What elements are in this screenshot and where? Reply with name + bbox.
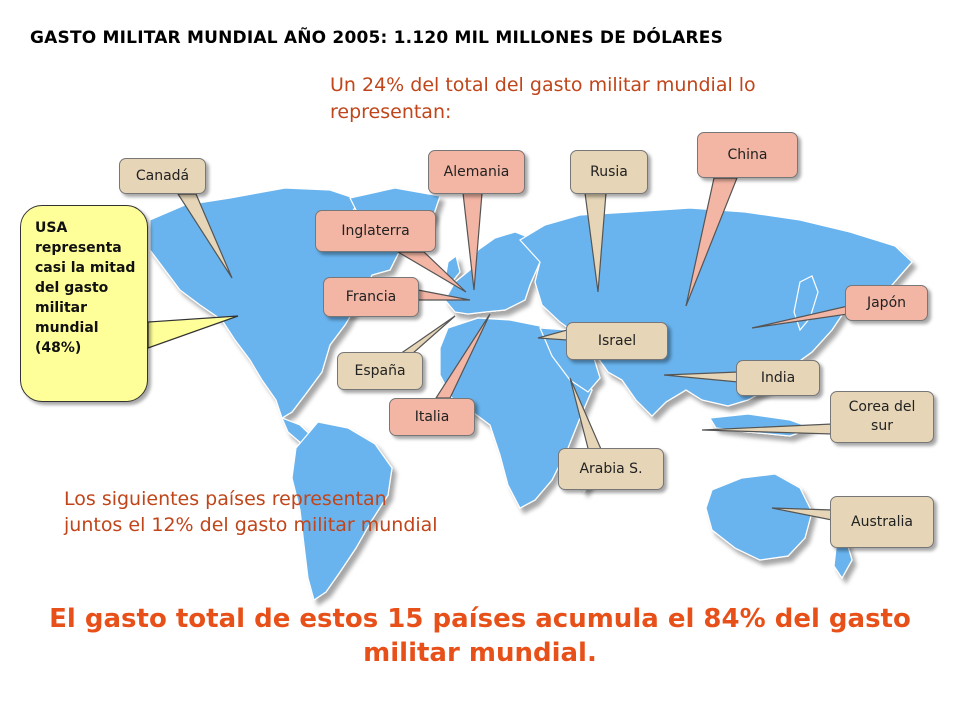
label-canada: Canadá <box>119 158 206 194</box>
label-italia: Italia <box>389 398 475 436</box>
label-espana: España <box>337 352 423 390</box>
label-arabia: Arabia S. <box>558 448 664 490</box>
conclusion-line-1: El gasto total de estos 15 países acumul… <box>49 604 911 634</box>
china-pointer <box>685 177 738 307</box>
canada-pointer <box>176 193 233 279</box>
callout-pointers <box>147 177 849 521</box>
conclusion-text: El gasto total de estos 15 países acumul… <box>20 602 940 670</box>
australia <box>705 473 813 561</box>
label-inglaterra: Inglaterra <box>315 210 436 252</box>
label-china: China <box>697 132 798 178</box>
conclusion-line-2: militar mundial. <box>363 638 597 668</box>
label-india: India <box>736 360 820 396</box>
label-rusia: Rusia <box>570 150 648 194</box>
usa-callout: USA representa casi la mitad del gasto m… <box>20 205 148 402</box>
page-title: GASTO MILITAR MUNDIAL AÑO 2005: 1.120 MI… <box>30 28 724 48</box>
south-america <box>291 421 393 601</box>
label-japon: Japón <box>845 285 928 321</box>
subtitle-top: Un 24% del total del gasto militar mundi… <box>330 74 756 123</box>
subtitle-bottom: Los siguientes países representan juntos… <box>64 488 438 536</box>
label-francia: Francia <box>323 277 419 317</box>
label-corea: Corea del sur <box>830 391 934 443</box>
label-australia: Australia <box>830 496 934 548</box>
usa-pointer <box>147 315 239 349</box>
label-israel: Israel <box>566 322 668 360</box>
inglaterra-pointer <box>395 251 467 293</box>
label-alemania: Alemania <box>428 150 525 194</box>
